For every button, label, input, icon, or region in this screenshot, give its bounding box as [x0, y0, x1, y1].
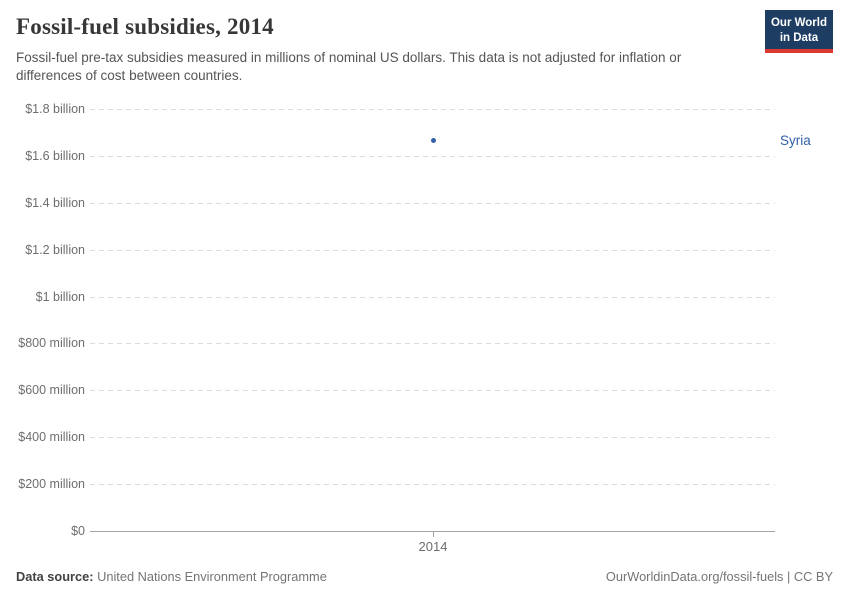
y-gridline — [90, 203, 775, 204]
data-source-note: Data source: United Nations Environment … — [16, 569, 327, 584]
y-gridline — [90, 109, 775, 110]
x-axis-tick — [433, 532, 434, 537]
y-gridline — [90, 297, 775, 298]
y-gridline — [90, 437, 775, 438]
y-axis-tick-label: $800 million — [18, 336, 85, 350]
y-axis-tick-label: $200 million — [18, 477, 85, 491]
entity-label-syria[interactable]: Syria — [780, 132, 811, 148]
y-gridline — [90, 484, 775, 485]
y-axis-tick-label: $1.4 billion — [25, 196, 85, 210]
y-axis-tick-label: $0 — [71, 524, 85, 538]
owid-logo[interactable]: Our World in Data — [764, 10, 833, 54]
chart-subtitle: Fossil-fuel pre-tax subsidies measured i… — [16, 50, 682, 83]
chart-title: Fossil-fuel subsidies, 2014 — [16, 14, 274, 39]
data-source-value: United Nations Environment Programme — [97, 569, 327, 584]
y-gridline — [90, 343, 775, 344]
y-axis-tick-label: $600 million — [18, 383, 85, 397]
y-axis-tick-label: $1.8 billion — [25, 102, 85, 116]
y-gridline — [90, 390, 775, 391]
x-axis-line — [90, 531, 775, 533]
chart-footer: Data source: United Nations Environment … — [16, 569, 833, 584]
data-source-label: Data source: — [16, 569, 94, 584]
y-gridline — [90, 250, 775, 251]
data-point-syria[interactable] — [430, 138, 436, 144]
y-gridline — [90, 156, 775, 157]
license-link[interactable]: OurWorldinData.org/fossil-fuels | CC BY — [605, 569, 833, 584]
y-axis-tick-label: $1.6 billion — [25, 149, 85, 163]
y-axis-tick-label: $1 billion — [35, 290, 85, 304]
y-axis-tick-label: $400 million — [18, 430, 85, 444]
chart-header: Fossil-fuel subsidies, 2014 Fossil-fuel … — [16, 14, 750, 85]
owid-logo-line2: in Data — [779, 31, 819, 44]
y-axis-tick-label: $1.2 billion — [25, 243, 85, 257]
owid-logo-line1: Our World — [770, 17, 827, 29]
x-axis-tick-label: 2014 — [418, 539, 448, 554]
